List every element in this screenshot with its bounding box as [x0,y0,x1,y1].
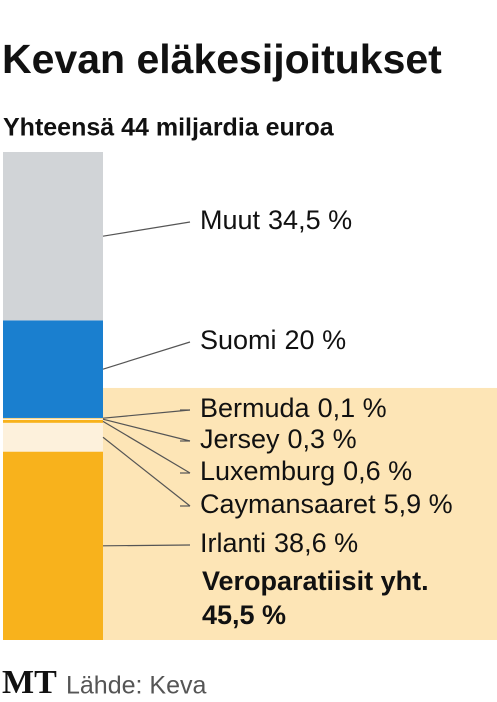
bar-segment [3,320,103,418]
segment-label: Jersey 0,3 % [200,424,357,454]
legend-label: Jersey [200,424,280,454]
segment-label: Luxemburg 0,6 % [200,456,412,486]
leader-line [102,418,191,442]
legend-label: Suomi [200,325,277,355]
legend-label: Luxemburg [200,456,335,486]
segment-label: Suomi 20 % [200,325,346,355]
leader-line [102,544,191,547]
value-label: 0,6 % [343,456,412,486]
annotation-value: 45,5 % [202,600,286,630]
segment-label: Muut 34,5 % [200,205,352,235]
chart-subtitle: Yhteensä 44 miljardia euroa [3,114,335,142]
segment-label: Caymansaaret 5,9 % [200,489,453,519]
chart-title: Kevan eläkesijoitukset [2,36,442,82]
value-label: 34,5 % [268,205,352,235]
highlight-box [100,387,497,640]
value-label: 20 % [285,325,347,355]
legend-label: Irlanti [200,528,266,558]
segment-label: Bermuda 0,1 % [200,393,387,423]
source: Lähde: Keva [66,672,206,700]
value-label: 0,1 % [318,393,387,423]
legend-label: Muut [200,205,261,235]
value-label: 0,3 % [288,424,357,454]
bar-segment [3,451,103,640]
legend-label: Bermuda [200,393,311,423]
logo: MT [2,664,57,701]
bar-segment [3,419,103,423]
leader-line [102,221,191,237]
legend-label: Caymansaaret [200,489,376,519]
leader-line [102,420,191,474]
leader-line [102,341,191,370]
value-label: 5,9 % [384,489,453,519]
annotation-text: Veroparatiisit yht. [202,566,429,596]
bar-segment [3,418,103,420]
bar-segment [3,422,103,452]
leader-line [102,409,191,419]
value-label: 38,6 % [274,528,358,558]
leader-line [102,436,191,507]
bar-segment [3,152,103,321]
segment-label: Irlanti 38,6 % [200,528,358,558]
